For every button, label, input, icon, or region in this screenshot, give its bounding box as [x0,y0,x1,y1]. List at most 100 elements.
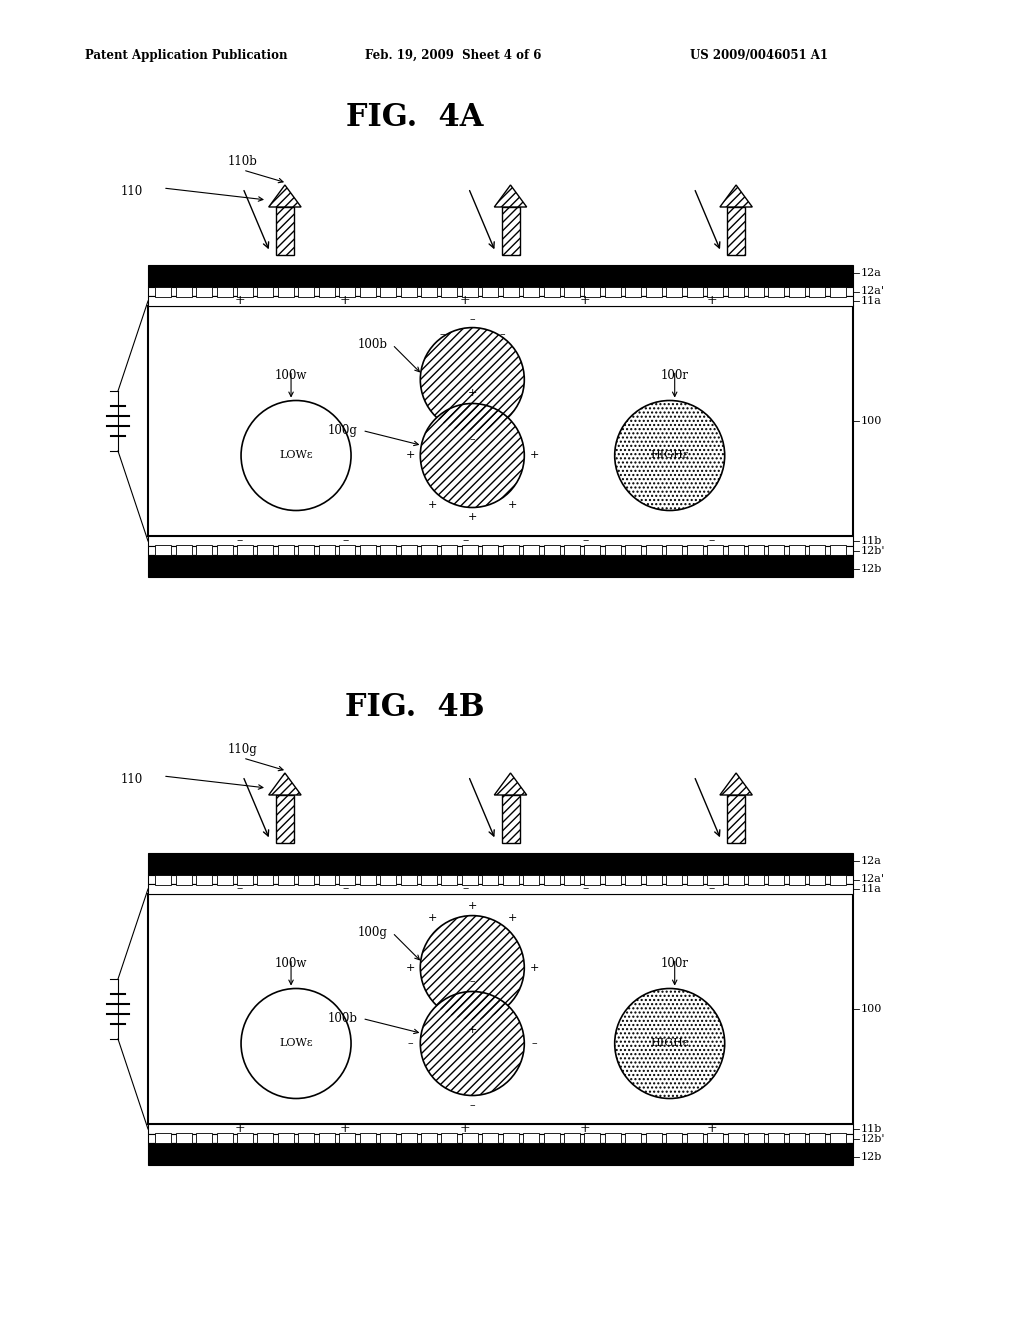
Bar [197,875,212,884]
Bar [298,286,314,297]
Text: –: – [237,535,243,548]
Text: –: – [237,883,243,895]
Bar [727,795,745,843]
Polygon shape [720,774,753,795]
Text: 100b: 100b [357,338,387,351]
Ellipse shape [420,991,524,1096]
Text: 100w: 100w [274,957,307,970]
Bar [564,875,580,884]
Bar [380,1133,396,1143]
Ellipse shape [614,989,725,1098]
Bar [148,265,853,286]
Bar [275,795,294,843]
Bar [441,875,458,884]
Text: 110g: 110g [228,743,258,756]
Bar [275,207,294,255]
Text: 12b: 12b [861,565,883,574]
Bar [544,545,559,554]
Bar [687,545,702,554]
Text: +: + [428,912,437,923]
Text: 12b: 12b [861,1152,883,1163]
Text: Feb. 19, 2009  Sheet 4 of 6: Feb. 19, 2009 Sheet 4 of 6 [365,49,542,62]
Bar [544,286,559,297]
Bar [523,545,540,554]
Text: +: + [508,500,517,511]
Polygon shape [720,185,753,207]
Text: –: – [709,535,715,548]
Bar [523,1133,540,1143]
Ellipse shape [614,400,725,511]
Text: 12a': 12a' [861,286,885,297]
Bar [788,545,805,554]
Text: +: + [340,1122,350,1135]
Bar [275,207,294,255]
Bar [788,286,805,297]
Text: 11a: 11a [861,296,882,306]
Text: +: + [428,500,437,511]
Text: 12b': 12b' [861,1134,886,1143]
Bar [257,875,273,884]
Bar [462,545,478,554]
Bar [441,286,458,297]
Text: +: + [707,294,718,308]
Bar [523,286,540,297]
Bar [148,894,853,1125]
Text: +: + [468,512,477,523]
Text: –: – [469,434,475,445]
Bar [400,286,417,297]
Bar [646,545,662,554]
Bar [482,875,499,884]
Bar [708,286,723,297]
Text: +: + [468,1024,477,1035]
Text: –: – [500,330,505,339]
Text: –: – [462,535,468,548]
Text: +: + [529,450,539,461]
Bar [503,286,519,297]
Bar [339,286,355,297]
Text: LOWε: LOWε [280,1039,313,1048]
Bar [441,545,458,554]
Text: +: + [406,450,415,461]
Bar [728,1133,743,1143]
Bar [148,875,853,884]
Bar [339,545,355,554]
Bar [197,545,212,554]
Bar [176,875,191,884]
Bar [421,286,437,297]
Text: FIG.  4B: FIG. 4B [345,693,484,723]
Bar [626,286,641,297]
Bar [708,545,723,554]
Bar [278,286,294,297]
Text: +: + [580,1122,591,1135]
Bar [544,875,559,884]
Bar [380,545,396,554]
Bar [298,1133,314,1143]
Bar [380,875,396,884]
Polygon shape [268,774,301,795]
Bar [605,286,621,297]
Text: –: – [439,330,445,339]
Bar [768,1133,784,1143]
Bar [176,1133,191,1143]
Bar [585,1133,600,1143]
Text: +: + [460,1122,471,1135]
Bar [400,1133,417,1143]
Bar [176,286,191,297]
Bar [502,207,519,255]
Bar [523,875,540,884]
Bar [748,1133,764,1143]
Ellipse shape [420,327,524,432]
Bar [257,1133,273,1143]
Bar [156,545,171,554]
Text: –: – [582,535,588,548]
Text: 100b: 100b [328,1012,357,1026]
Text: +: + [406,962,415,973]
Bar [503,1133,519,1143]
Bar [728,545,743,554]
Bar [216,875,232,884]
Polygon shape [268,185,301,207]
Text: +: + [460,294,471,308]
Bar [829,545,846,554]
Bar [156,875,171,884]
Bar [626,875,641,884]
